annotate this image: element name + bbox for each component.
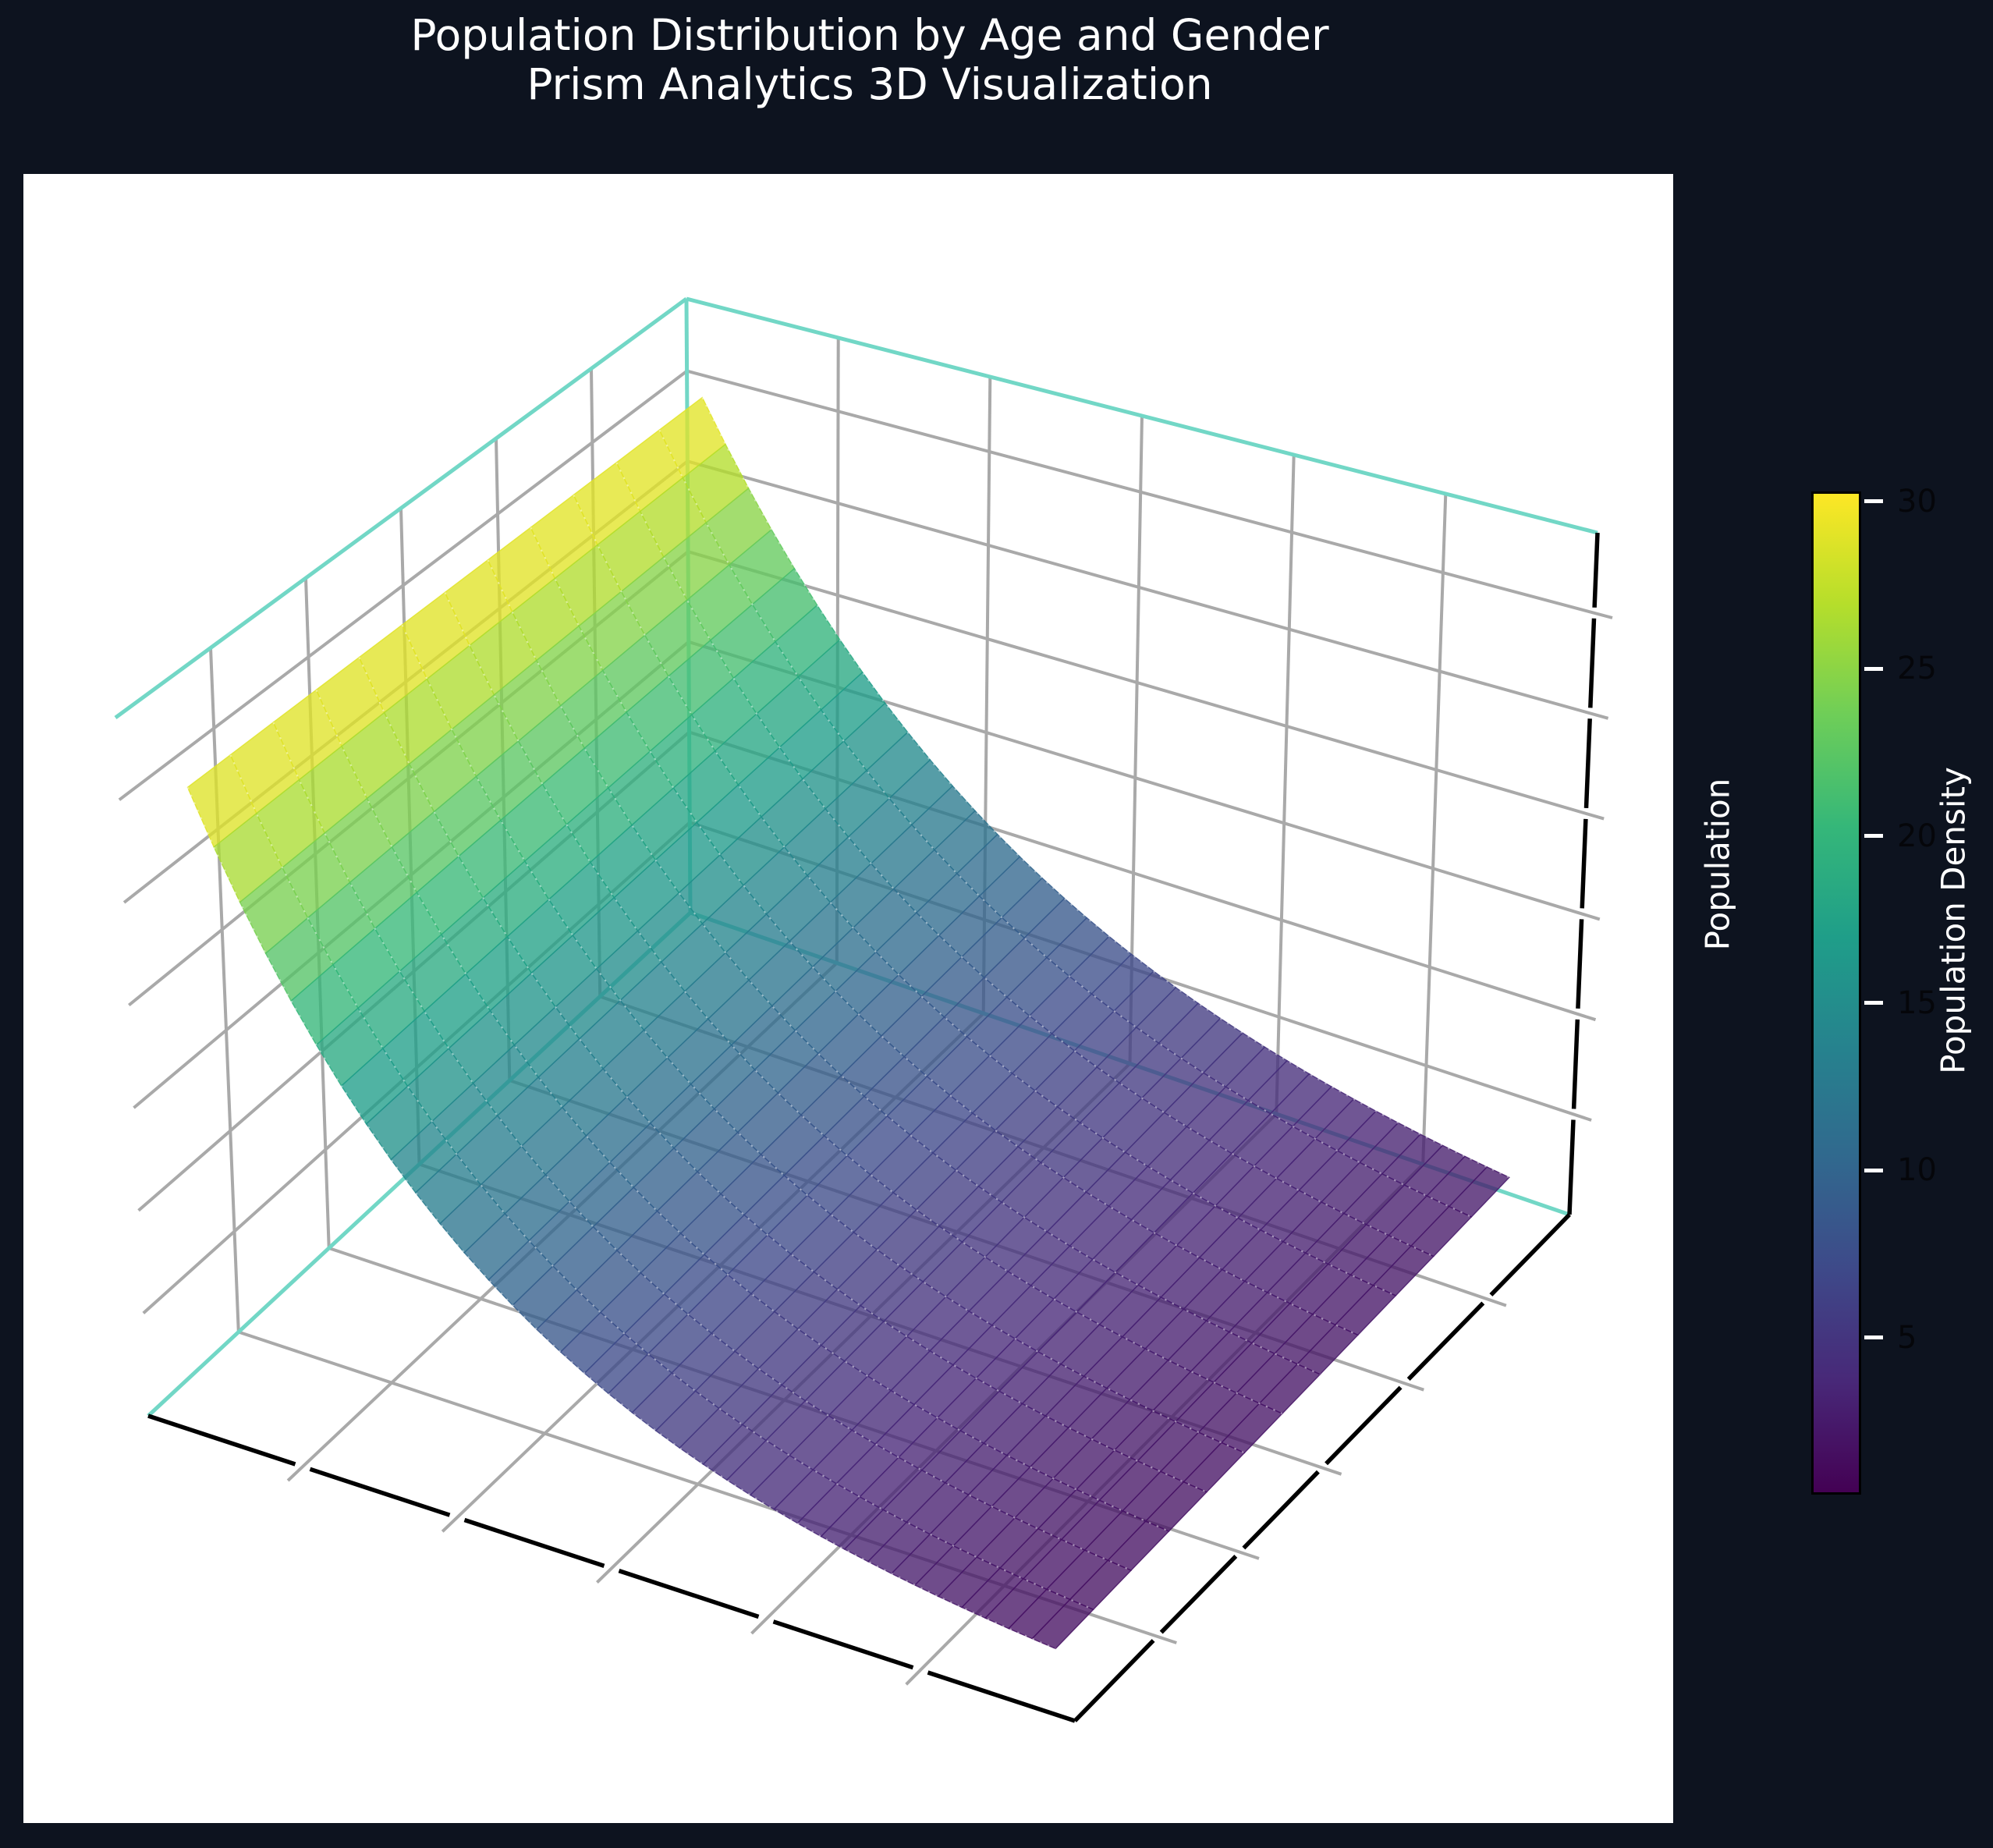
title-line-2: Prism Analytics 3D Visualization	[527, 59, 1213, 109]
title-line-1: Population Distribution by Age and Gende…	[410, 10, 1329, 60]
colorbar-tick-mark	[1864, 499, 1883, 503]
colorbar-tick-label: 30	[1897, 484, 1937, 520]
figure-title: Population Distribution by Age and Gende…	[0, 11, 1739, 109]
colorbar-tick-mark	[1864, 1001, 1883, 1005]
colorbar-tick-mark	[1864, 667, 1883, 671]
colorbar-tick-label: 5	[1897, 1320, 1917, 1356]
surface-mesh	[186, 396, 1510, 1650]
colorbar-tick-label: 20	[1897, 818, 1937, 854]
surface-wire-lines	[186, 397, 1510, 1650]
colorbar-label: Population Density	[1934, 767, 1973, 1074]
colorbar-tick-mark	[1864, 1169, 1883, 1172]
colorbar-tick-mark	[1864, 834, 1883, 838]
colorbar-tick-mark	[1864, 1335, 1883, 1339]
colorbar-tick-label: 10	[1897, 1152, 1937, 1188]
colorbar	[1811, 491, 1861, 1495]
axes3d-spines	[147, 532, 1600, 1723]
colorbar-tick-label: 15	[1897, 985, 1937, 1021]
colorbar-tick-label: 25	[1897, 651, 1937, 686]
z-axis-label: Population	[1698, 778, 1737, 951]
